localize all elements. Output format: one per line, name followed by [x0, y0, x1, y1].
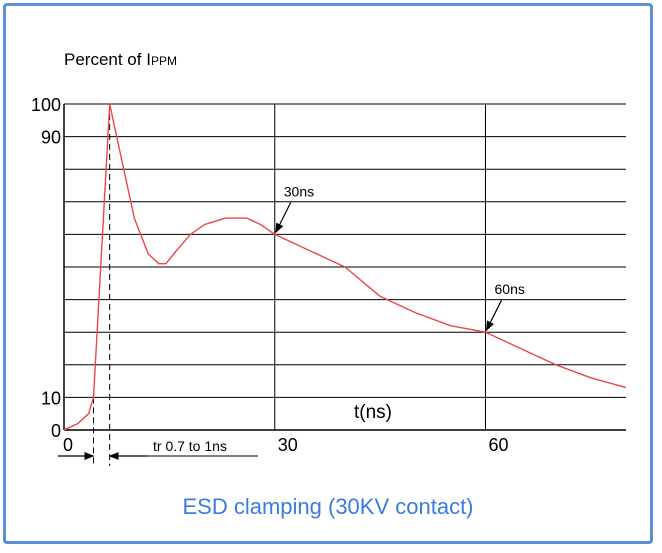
- chart-caption: ESD clamping (30KV contact): [182, 494, 474, 519]
- x-tick-label: 60: [489, 435, 509, 455]
- series-layer: [63, 103, 627, 431]
- annotation-label: 60ns: [495, 281, 525, 297]
- x-tick-label: 30: [278, 435, 298, 455]
- annotations: 30ns 60ns: [275, 183, 525, 332]
- rise-time-markers: tr 0.7 to 1ns: [58, 104, 258, 466]
- y-tick-label: 0: [51, 421, 61, 441]
- y-axis-title: Percent of IPPM: [64, 50, 177, 69]
- x-tick-label: 0: [63, 435, 73, 455]
- y-tick-label: 90: [41, 128, 61, 148]
- annotation-label: 30ns: [284, 183, 314, 199]
- grid: [64, 104, 626, 430]
- axes: [63, 103, 626, 431]
- current-curve: [63, 103, 627, 431]
- rise-time-label: tr 0.7 to 1ns: [153, 438, 227, 454]
- annotation-arrow: [275, 202, 292, 234]
- x-axis-title: t(ns): [354, 402, 392, 423]
- y-tick-label: 10: [41, 388, 61, 408]
- y-tick-label: 100: [31, 95, 61, 115]
- annotation-arrow: [485, 299, 503, 332]
